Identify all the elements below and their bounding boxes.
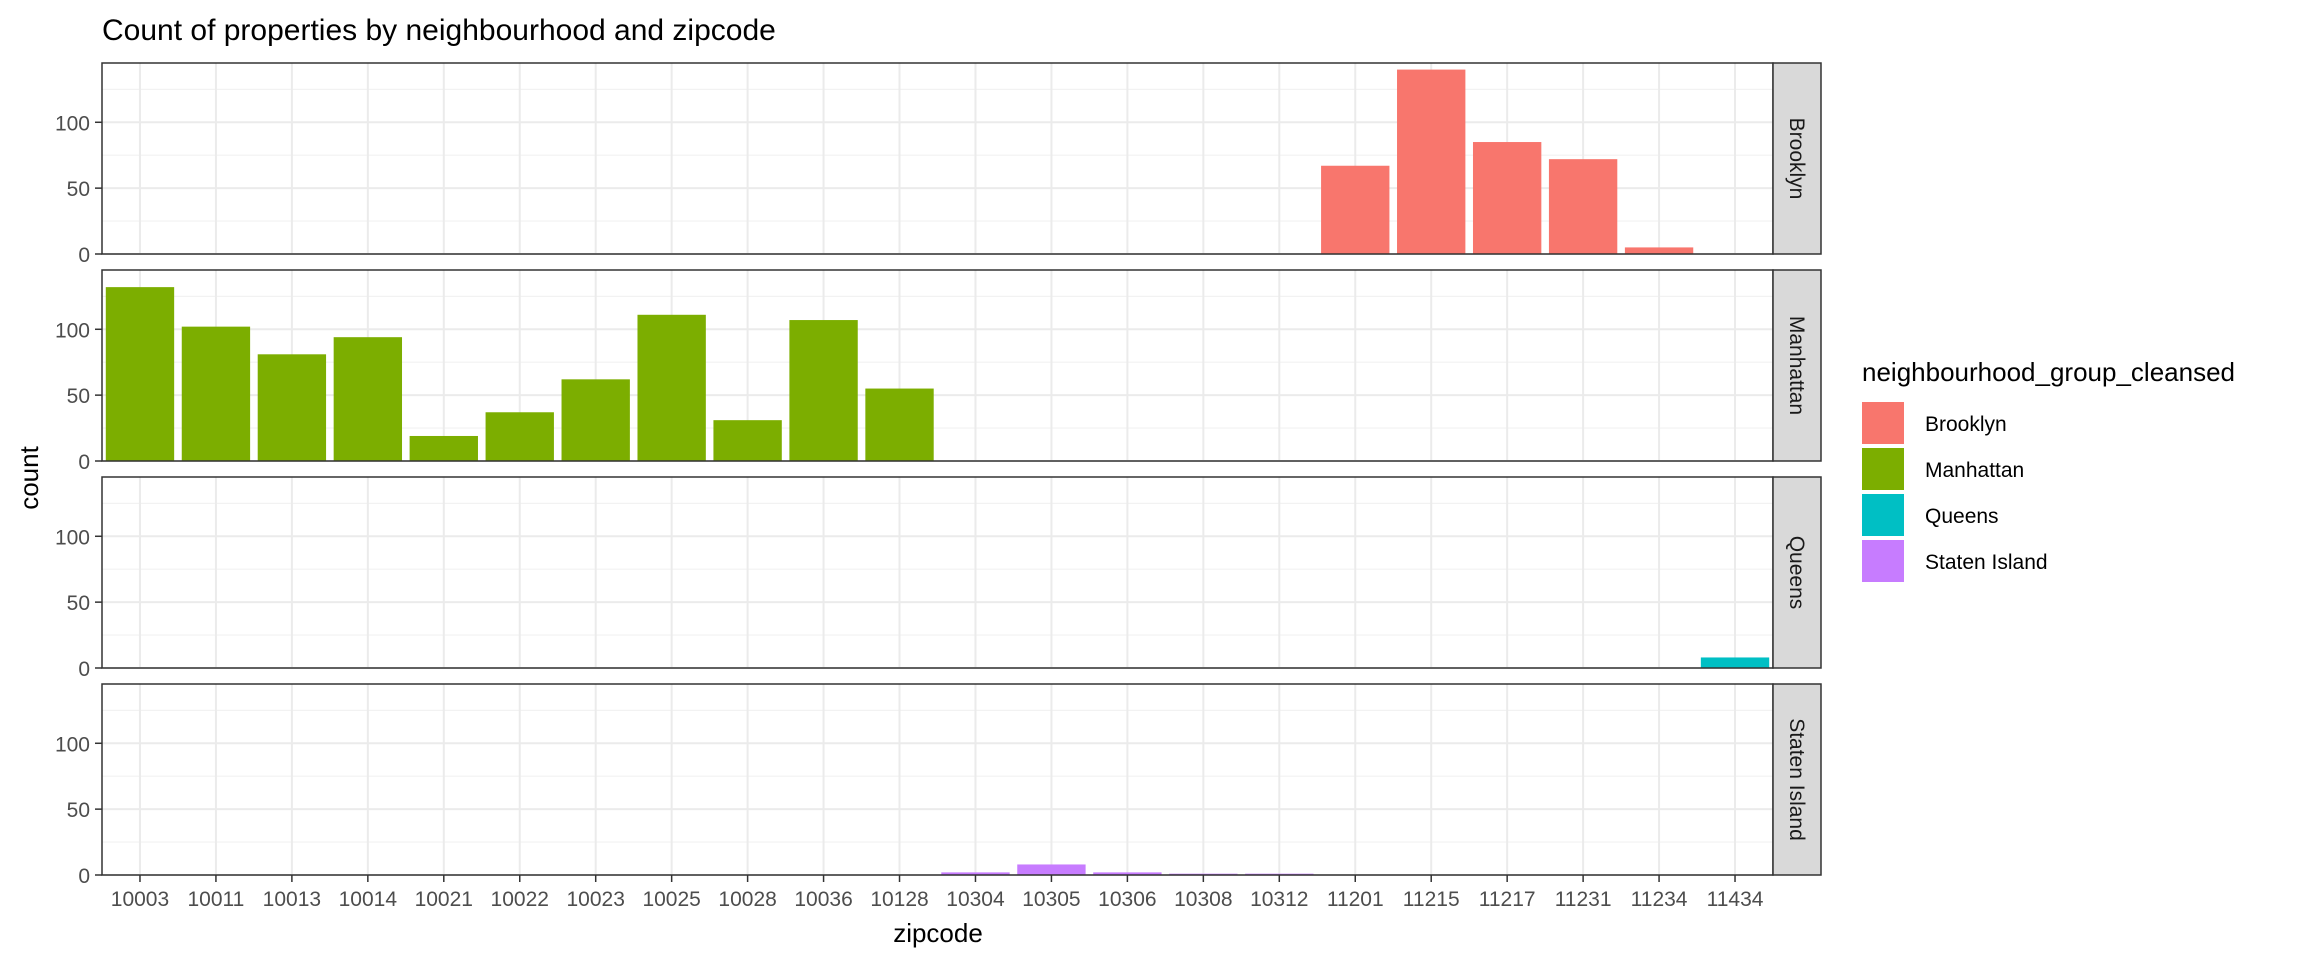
bar-manhattan-10014 bbox=[333, 337, 403, 461]
x-tick-label: 10304 bbox=[946, 888, 1005, 911]
x-tick-label: 10022 bbox=[491, 888, 549, 911]
y-axis-label: count bbox=[14, 445, 44, 509]
legend-label-brooklyn: Brooklyn bbox=[1925, 413, 2007, 436]
facet-strip bbox=[1772, 683, 1822, 876]
bar-manhattan-10028 bbox=[713, 420, 782, 461]
facet-panels: 0 50 100 Brooklyn 0 50 100 Manhattan 0 50 100 Queen… bbox=[55, 62, 1822, 888]
chart-title: Count of properties by neighbourhood and… bbox=[102, 14, 776, 47]
legend-swatch-brooklyn bbox=[1862, 402, 1904, 444]
legend-title: neighbourhood_group_cleansed bbox=[1862, 357, 2235, 387]
bar-brooklyn-11231 bbox=[1548, 159, 1618, 254]
x-tick-label: 10306 bbox=[1098, 888, 1156, 911]
facet-panel-brooklyn: 0 50 100 Brooklyn bbox=[55, 62, 1822, 267]
facet-panel-queens: 0 50 100 Queens bbox=[55, 476, 1822, 681]
bar-staten-island-10306 bbox=[1093, 872, 1162, 875]
facet-panel-staten-island: 0 50 100 Staten Island bbox=[55, 683, 1822, 888]
x-tick-label: 10003 bbox=[111, 888, 169, 911]
legend-label-queens: Queens bbox=[1925, 505, 1999, 528]
x-tick-label: 11234 bbox=[1631, 888, 1688, 911]
facet-strip bbox=[1772, 476, 1822, 669]
bar-manhattan-10025 bbox=[637, 314, 706, 461]
x-axis-label: zipcode bbox=[893, 918, 983, 948]
bar-manhattan-10036 bbox=[789, 320, 858, 461]
facet-strip-label: Queens bbox=[1785, 536, 1808, 610]
facet-panel-manhattan: 0 50 100 Manhattan bbox=[55, 269, 1822, 474]
bar-brooklyn-11217 bbox=[1472, 142, 1542, 254]
panel-background bbox=[102, 477, 1773, 668]
legend-swatch-staten-island bbox=[1862, 540, 1904, 582]
y-tick-label: 50 bbox=[67, 178, 90, 201]
y-tick-label: 100 bbox=[55, 319, 90, 342]
legend-label-staten-island: Staten Island bbox=[1925, 551, 2048, 574]
bar-brooklyn-11201 bbox=[1321, 165, 1390, 254]
x-tick-label: 11434 bbox=[1707, 888, 1764, 911]
facet-strip bbox=[1772, 269, 1822, 462]
bar-manhattan-10003 bbox=[105, 287, 175, 461]
facet-strip-label: Staten Island bbox=[1785, 718, 1808, 841]
bar-manhattan-10011 bbox=[181, 326, 251, 461]
x-tick-label: 10025 bbox=[642, 888, 700, 911]
x-tick-label: 10305 bbox=[1022, 888, 1080, 911]
x-tick-label: 10013 bbox=[263, 888, 321, 911]
facet-strip-label: Brooklyn bbox=[1785, 118, 1808, 200]
bar-manhattan-10023 bbox=[561, 379, 630, 461]
x-tick-label: 11215 bbox=[1403, 888, 1460, 911]
legend-swatch-manhattan bbox=[1862, 448, 1904, 490]
x-tick-label: 11231 bbox=[1555, 888, 1612, 911]
x-tick-label: 10023 bbox=[567, 888, 625, 911]
panel-background bbox=[102, 684, 1773, 875]
bar-brooklyn-11215 bbox=[1397, 69, 1466, 254]
x-tick-label: 10036 bbox=[794, 888, 852, 911]
x-tick-label: 10021 bbox=[415, 888, 473, 911]
legend-items: Brooklyn Manhattan Queens Staten Island bbox=[1862, 402, 2048, 582]
y-tick-label: 0 bbox=[78, 658, 90, 681]
bar-manhattan-10021 bbox=[409, 435, 478, 461]
bar-manhattan-10013 bbox=[257, 354, 327, 461]
bar-manhattan-10022 bbox=[485, 412, 554, 461]
legend-label-manhattan: Manhattan bbox=[1925, 459, 2024, 482]
bar-staten-island-10304 bbox=[941, 872, 1010, 875]
legend-swatch-queens bbox=[1862, 494, 1904, 536]
x-tick-label: 10128 bbox=[870, 888, 928, 911]
y-tick-label: 0 bbox=[78, 865, 90, 888]
x-tick-label: 10011 bbox=[188, 888, 245, 911]
facet-strip-label: Manhattan bbox=[1785, 316, 1808, 415]
bar-manhattan-10128 bbox=[865, 388, 934, 461]
y-tick-label: 0 bbox=[78, 451, 90, 474]
y-tick-label: 50 bbox=[67, 592, 90, 615]
x-tick-label: 10028 bbox=[718, 888, 776, 911]
legend: neighbourhood_group_cleansed Brooklyn Man… bbox=[1862, 357, 2235, 582]
x-tick-label: 11201 bbox=[1327, 888, 1384, 911]
y-tick-label: 0 bbox=[78, 244, 90, 267]
x-tick-label: 10014 bbox=[339, 888, 398, 911]
bar-brooklyn-11234 bbox=[1624, 247, 1694, 254]
y-tick-label: 100 bbox=[55, 112, 90, 135]
x-tick-label: 11217 bbox=[1479, 888, 1536, 911]
x-tick-label: 10312 bbox=[1250, 888, 1308, 911]
y-tick-label: 50 bbox=[67, 799, 90, 822]
bar-queens-11434 bbox=[1700, 657, 1770, 668]
facet-strip bbox=[1772, 62, 1822, 255]
x-axis: 10003 10011 10013 10014 10021 10022 10023 10025… bbox=[111, 875, 1764, 911]
y-tick-label: 50 bbox=[67, 385, 90, 408]
bar-staten-island-10305 bbox=[1017, 864, 1086, 875]
y-tick-label: 100 bbox=[55, 526, 90, 549]
x-tick-label: 10308 bbox=[1174, 888, 1232, 911]
y-tick-label: 100 bbox=[55, 733, 90, 756]
